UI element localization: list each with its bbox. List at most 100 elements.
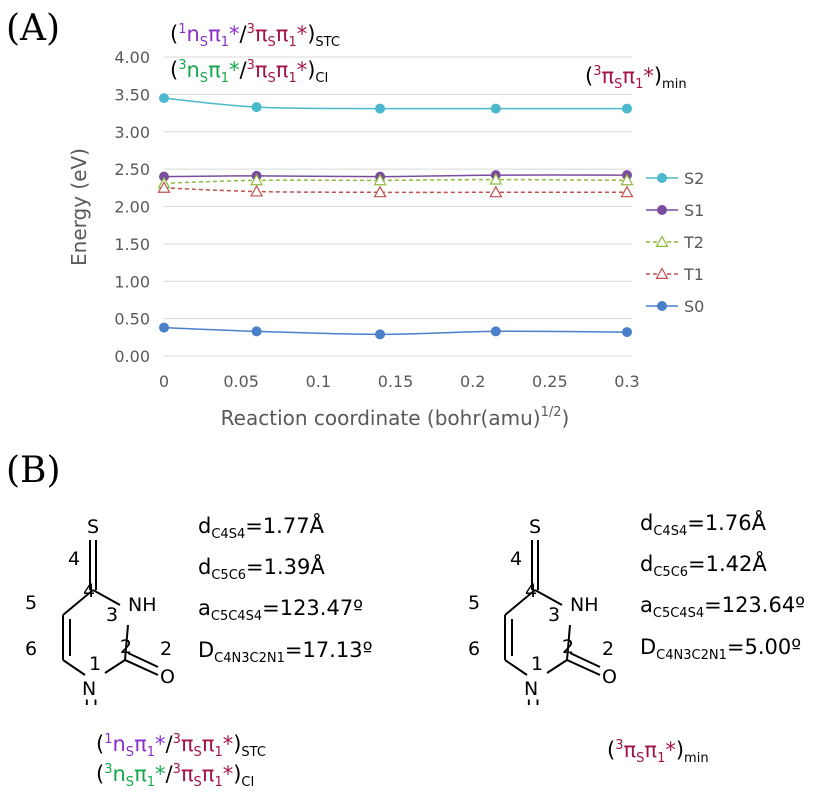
data-point-t1 xyxy=(250,184,264,197)
legend: S2 S1 T2 T1 S0 xyxy=(646,169,704,316)
num-4-label: 4 xyxy=(68,548,80,570)
geometry-params-left: dC4S4=1.77Å dC5C6=1.39Å aC5C4S4=123.47º … xyxy=(198,510,372,675)
series-line-s1 xyxy=(163,174,628,178)
x-axis-label-close: ) xyxy=(562,406,570,430)
min-label-a: (3πSπ1*)min xyxy=(585,64,687,93)
y-tick-label: 4.00 xyxy=(114,48,150,67)
atom-h: H xyxy=(526,696,540,705)
ci-label-b: (3nSπ1*/3πSπ1*)CI xyxy=(96,762,255,791)
data-point-t1 xyxy=(489,185,503,198)
legend-marker-s2 xyxy=(657,173,667,183)
param-row: aC5C4S4=123.64º xyxy=(640,593,806,622)
num-2-o: 2 xyxy=(160,638,172,660)
num-2-atom: 2 xyxy=(120,636,132,658)
atom-h: H xyxy=(84,696,98,705)
atom-n1: N xyxy=(524,678,538,700)
y-tick-label: 2.00 xyxy=(114,198,150,217)
bond-c2-o-double xyxy=(127,652,159,668)
stc-label-b: (1nSπ1*/3πSπ1*)STC xyxy=(96,732,266,761)
data-point-s2 xyxy=(251,102,262,113)
atom-o: O xyxy=(160,666,175,688)
legend-marker-t1 xyxy=(655,267,669,279)
thiouracil-structure-left: S 4 4 NH 5 3 2 2 6 1 N H O xyxy=(25,516,175,705)
data-point-s0 xyxy=(375,329,386,340)
bond-c2-n3 xyxy=(566,624,571,661)
data-point-s2 xyxy=(622,103,632,114)
num-2-o: 2 xyxy=(602,638,614,660)
legend-label-t1: T1 xyxy=(683,265,704,284)
y-axis-label: Energy (eV) xyxy=(67,148,91,266)
atom-n1: N xyxy=(82,678,96,700)
data-point-t1 xyxy=(373,185,387,198)
ci-label-a: (3nSπ1*/3πSπ1*)CI xyxy=(170,58,329,87)
legend-label-s1: S1 xyxy=(684,201,704,220)
param-row: DC4N3C2N1=5.00º xyxy=(640,634,802,663)
atom-nh: NH xyxy=(128,594,157,616)
x-axis-label: Reaction coordinate (bohr(amu)1/2) xyxy=(221,405,570,430)
bond-c6-n1 xyxy=(504,659,528,676)
data-point-t2 xyxy=(373,173,387,186)
legend-label-s0: S0 xyxy=(684,297,704,316)
bond-c2-o-double xyxy=(569,652,601,668)
y-tick-label: 2.50 xyxy=(114,160,150,179)
y-tick-label: 1.00 xyxy=(114,272,150,291)
data-point-t2 xyxy=(250,173,264,186)
data-point-s0 xyxy=(251,326,262,337)
series-layer xyxy=(157,93,634,340)
panel-a-label: (A) xyxy=(6,8,61,49)
series-line-t2 xyxy=(163,178,628,185)
data-point-s0 xyxy=(159,322,169,333)
x-axis-label-sup: 1/2 xyxy=(541,405,562,420)
y-tick-label: 0.00 xyxy=(114,347,150,366)
x-tick-label: 0.1 xyxy=(306,372,331,391)
x-axis-label-main: Reaction coordinate (bohr(amu) xyxy=(221,406,541,430)
data-point-s2 xyxy=(490,103,501,114)
y-tick-label: 3.00 xyxy=(114,123,150,142)
bond-n1-c2 xyxy=(104,659,126,674)
data-point-s2 xyxy=(375,103,386,114)
atom-s: S xyxy=(87,516,99,538)
num-6: 6 xyxy=(468,638,480,660)
data-point-s2 xyxy=(159,93,169,104)
y-tick-label: 1.50 xyxy=(114,235,150,254)
data-point-t2 xyxy=(620,173,634,186)
bond-c2-o xyxy=(124,659,159,676)
panel-b-label: (B) xyxy=(6,450,61,491)
atom-o: O xyxy=(602,666,617,688)
num-1: 1 xyxy=(89,653,101,675)
series-line-s2 xyxy=(163,97,627,110)
x-tick-label: 0.25 xyxy=(532,372,568,391)
y-tick-label: 0.50 xyxy=(114,310,150,329)
bond-c6-n1 xyxy=(62,659,86,676)
num-4-label: 4 xyxy=(510,548,522,570)
bond-c4-c5 xyxy=(62,589,94,616)
data-point-s0 xyxy=(490,326,501,337)
geometry-params-right: dC4S4=1.76Å dC5C6=1.42Å aC5C4S4=123.64º … xyxy=(640,507,805,672)
legend-marker-t2 xyxy=(655,235,669,247)
param-row: dC4S4=1.76Å xyxy=(640,511,766,540)
bonds xyxy=(62,540,159,676)
legend-label-t2: T2 xyxy=(683,233,704,252)
data-point-t1 xyxy=(157,181,171,193)
bond-c4-c5 xyxy=(504,589,536,616)
y-tick-label: 3.50 xyxy=(114,85,150,104)
x-tick-label: 0.15 xyxy=(378,372,414,391)
thiouracil-structure-right: S 4 4 NH 5 3 2 2 6 1 N H O xyxy=(468,516,617,705)
atom-s: S xyxy=(529,516,541,538)
bond-c2-o xyxy=(566,659,601,676)
param-row: aC5C4S4=123.47º xyxy=(198,596,364,625)
param-row: dC5C6=1.42Å xyxy=(640,552,767,581)
num-4-atom: 4 xyxy=(525,580,537,602)
legend-marker-s1 xyxy=(657,205,667,215)
param-row: DC4N3C2N1=17.13º xyxy=(198,637,373,666)
energy-chart: 0.00 0.50 1.00 1.50 2.00 2.50 3.00 3.50 4.00 0 0.… xyxy=(67,48,704,430)
param-row: dC5C6=1.39Å xyxy=(198,555,325,584)
data-point-t1 xyxy=(620,185,634,198)
atom-nh: NH xyxy=(570,594,599,616)
data-point-s0 xyxy=(622,327,632,338)
legend-label-s2: S2 xyxy=(684,169,704,188)
x-tick-label: 0.3 xyxy=(614,372,639,391)
y-tick-labels: 0.00 0.50 1.00 1.50 2.00 2.50 3.00 3.50 4.00 xyxy=(114,48,150,366)
min-label-b: (3πSπ1*)min xyxy=(607,738,709,767)
num-2-atom: 2 xyxy=(562,636,574,658)
